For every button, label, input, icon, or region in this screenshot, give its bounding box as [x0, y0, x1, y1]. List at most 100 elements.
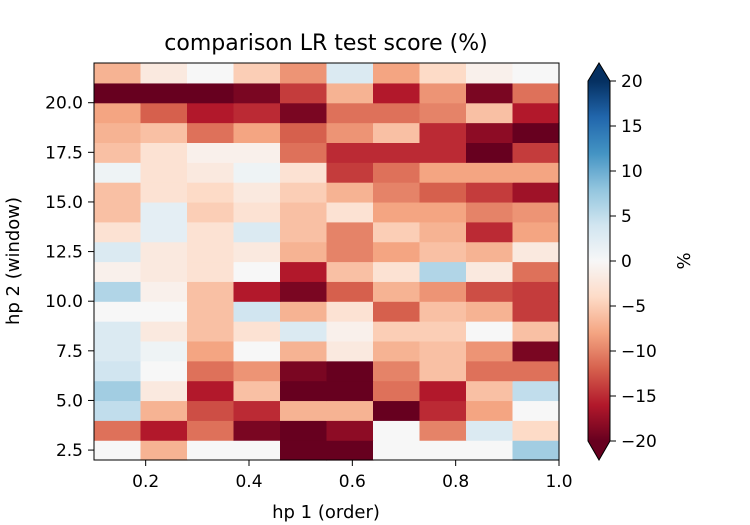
- heatmap-cell: [140, 122, 188, 143]
- colorbar-tick-label: 5: [621, 207, 632, 227]
- heatmap-cell: [187, 440, 235, 461]
- colorbar-gradient: [588, 81, 610, 441]
- colorbar-tick-label: 0: [621, 252, 632, 272]
- heatmap-cell: [466, 360, 514, 382]
- heatmap-cell: [233, 301, 281, 322]
- heatmap-cell: [233, 340, 281, 362]
- heatmap-cell: [373, 420, 421, 441]
- heatmap-cell: [140, 201, 188, 223]
- heatmap-cell: [373, 340, 421, 362]
- heatmap-cell: [466, 261, 514, 282]
- heatmap-cell: [233, 400, 281, 421]
- heatmap-cell: [512, 281, 560, 302]
- heatmap-cell: [140, 102, 188, 124]
- heatmap-cell: [233, 420, 281, 441]
- heatmap-cell: [280, 122, 328, 143]
- heatmap-cell: [280, 281, 328, 302]
- heatmap-cell: [373, 241, 421, 263]
- heatmap-cell: [326, 122, 374, 143]
- heatmap-cell: [94, 321, 142, 342]
- heatmap-cell: [280, 360, 328, 382]
- colorbar-min-extension: [588, 441, 610, 460]
- heatmap-cell: [233, 63, 281, 84]
- heatmap-cell: [280, 420, 328, 441]
- heatmap-cell: [326, 102, 374, 124]
- heatmap-cell: [233, 182, 281, 203]
- heatmap-cell: [140, 221, 188, 243]
- heatmap-cell: [512, 241, 560, 263]
- colorbar-max-extension: [588, 63, 610, 81]
- heatmap-cell: [326, 420, 374, 441]
- heatmap-cell: [140, 360, 188, 382]
- heatmap-cell: [280, 162, 328, 183]
- heatmap-cell: [512, 201, 560, 223]
- y-axis-label: hp 2 (window): [3, 197, 24, 325]
- heatmap-cell: [140, 261, 188, 282]
- heatmap-cell: [419, 360, 467, 382]
- heatmap-cell: [187, 102, 235, 124]
- heatmap-cell: [419, 420, 467, 441]
- chart-title: comparison LR test score (%): [164, 31, 487, 56]
- heatmap-cell: [94, 400, 142, 421]
- heatmap-cell: [280, 340, 328, 362]
- heatmap-cell: [187, 281, 235, 302]
- heatmap-cell: [373, 162, 421, 183]
- heatmap-cell: [419, 63, 467, 84]
- heatmap-cell: [187, 182, 235, 203]
- heatmap-cell: [466, 340, 514, 362]
- heatmap-cell: [280, 63, 328, 84]
- heatmap-cell: [326, 142, 374, 163]
- heatmap-cell: [373, 221, 421, 243]
- heatmap-cell: [419, 142, 467, 163]
- heatmap-cell: [140, 63, 188, 84]
- heatmap-cell: [512, 102, 560, 124]
- heatmap-cell: [280, 400, 328, 421]
- heatmap-cell: [233, 281, 281, 302]
- heatmap-cell: [373, 301, 421, 322]
- x-tick-label: 0.4: [235, 472, 262, 492]
- heatmap-cell: [94, 420, 142, 441]
- heatmap-cell: [233, 221, 281, 243]
- heatmap-cell: [466, 221, 514, 243]
- heatmap-cell: [187, 201, 235, 223]
- heatmap-cell: [466, 201, 514, 223]
- y-axis-ticks: 2.5 5.0 7.5 10.0 12.5 15.0 17.5 20.0: [45, 94, 94, 461]
- heatmap-cell: [140, 380, 188, 402]
- heatmap-cell: [512, 122, 560, 143]
- heatmap-cell: [280, 82, 328, 104]
- heatmap-cell: [140, 182, 188, 203]
- heatmap-cell: [466, 182, 514, 203]
- heatmap-cell: [326, 400, 374, 421]
- heatmap-cells: [94, 63, 560, 461]
- heatmap-cell: [94, 82, 142, 104]
- heatmap-cell: [373, 380, 421, 402]
- heatmap-cell: [466, 420, 514, 441]
- heatmap-cell: [466, 321, 514, 342]
- heatmap-cell: [326, 380, 374, 402]
- heatmap-cell: [280, 201, 328, 223]
- heatmap-cell: [466, 162, 514, 183]
- heatmap-cell: [466, 281, 514, 302]
- colorbar-tick-label: 15: [621, 117, 643, 137]
- heatmap-cell: [187, 340, 235, 362]
- heatmap-cell: [419, 380, 467, 402]
- heatmap-cell: [326, 63, 374, 84]
- heatmap-cell: [187, 261, 235, 282]
- heatmap-cell: [512, 301, 560, 322]
- x-tick-label: 0.6: [339, 472, 366, 492]
- heatmap-cell: [280, 440, 328, 461]
- colorbar-label: %: [674, 252, 695, 269]
- heatmap-cell: [94, 221, 142, 243]
- heatmap-cell: [140, 281, 188, 302]
- heatmap-cell: [94, 142, 142, 163]
- heatmap-cell: [373, 102, 421, 124]
- heatmap-cell: [419, 102, 467, 124]
- heatmap-cell: [466, 82, 514, 104]
- heatmap-cell: [187, 221, 235, 243]
- heatmap-cell: [94, 162, 142, 183]
- colorbar-tick-label: 20: [621, 72, 643, 92]
- heatmap-cell: [419, 340, 467, 362]
- x-axis-label: hp 1 (order): [272, 502, 380, 523]
- heatmap-cell: [187, 142, 235, 163]
